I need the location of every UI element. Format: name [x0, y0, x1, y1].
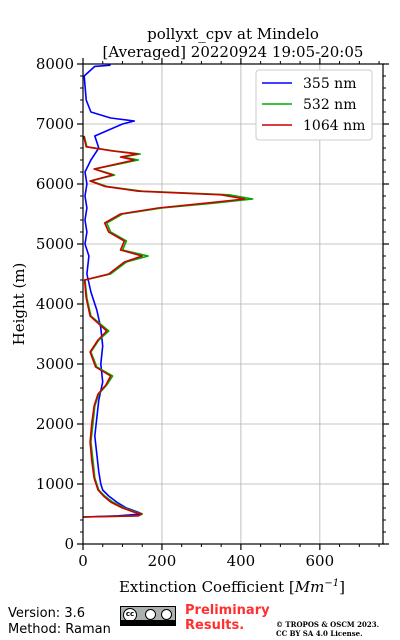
y-tick-label: 4000 — [36, 295, 74, 313]
copyright-text: © TROPOS & OSCM 2023. CC BY SA 4.0 Licen… — [276, 620, 379, 638]
by-icon — [145, 609, 156, 620]
x-axis-label-prefix: Extinction Coefficient [ — [119, 578, 295, 596]
x-axis-label: Extinction Coefficient [Mm−1] — [119, 578, 345, 596]
badge-bar — [121, 620, 175, 625]
footer-info: Version: 3.6 Method: Raman — [8, 606, 111, 638]
x-tick-label: 200 — [148, 552, 177, 570]
y-tick-label: 8000 — [36, 55, 74, 73]
series-line-1064-nm — [82, 135, 246, 518]
x-tick-label: 400 — [227, 552, 256, 570]
x-axis-label-suffix: ] — [339, 578, 345, 596]
axis-tick-labels: 0 200 400 600010002000300040005000600070008… — [36, 55, 334, 570]
method-text: Method: Raman — [8, 622, 111, 637]
copyright-line2: CC BY SA 4.0 License. — [276, 629, 363, 638]
y-tick-label: 3000 — [36, 355, 74, 373]
x-tick-label: 600 — [306, 552, 335, 570]
y-axis-label: Height (m) — [10, 263, 28, 346]
legend-label: 532 nm — [303, 97, 356, 113]
y-tick-label: 5000 — [36, 235, 74, 253]
y-tick-label: 0 — [64, 535, 74, 553]
x-axis-label-exp: −1 — [324, 578, 339, 589]
axis-ticks — [77, 58, 389, 550]
cc-license-badge: cc — [120, 606, 176, 626]
chart-title-line2: [Averaged] 20220924 19:05-20:05 — [103, 43, 364, 61]
y-tick-label: 7000 — [36, 115, 74, 133]
version-text: Version: 3.6 — [8, 606, 85, 621]
y-tick-label: 2000 — [36, 415, 74, 433]
preliminary-results-text: Preliminary Results. — [185, 603, 270, 633]
extinction-profile-chart: 0 200 400 600010002000300040005000600070008… — [10, 25, 389, 596]
x-tick-label: 0 — [78, 552, 88, 570]
sa-icon — [161, 609, 172, 620]
x-axis-label-unit: Mm — [294, 578, 325, 596]
copyright-line1: © TROPOS & OSCM 2023. — [276, 620, 380, 629]
series-line-355-nm — [82, 64, 143, 518]
prelim-line1: Preliminary — [185, 603, 270, 618]
series-lines — [82, 64, 254, 518]
legend-label: 355 nm — [303, 76, 356, 92]
chart-title-line1: pollyxt_cpv at Mindelo — [147, 25, 319, 43]
y-tick-label: 1000 — [36, 475, 74, 493]
prelim-line2: Results. — [185, 618, 245, 633]
legend-box — [255, 69, 373, 141]
legend-label: 1064 nm — [303, 118, 365, 134]
y-tick-label: 6000 — [36, 175, 74, 193]
legend: 355 nm 532 nm 1064 nm — [255, 69, 373, 141]
